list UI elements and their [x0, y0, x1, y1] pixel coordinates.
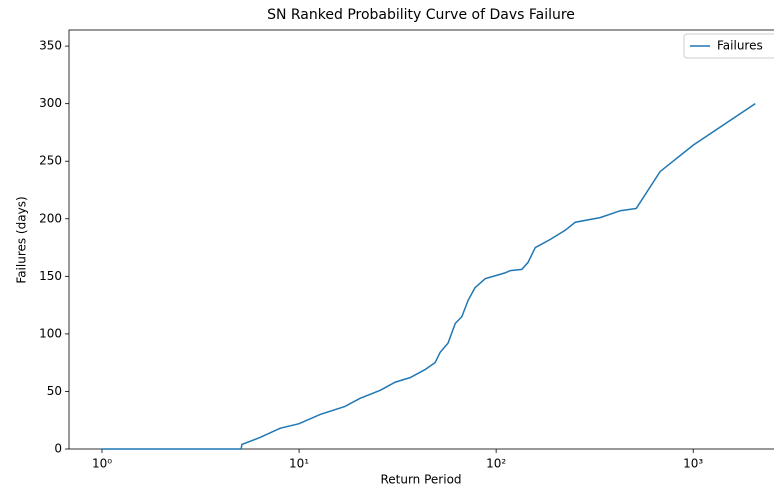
plot-frame [68, 29, 774, 450]
y-tick-label: 0 [54, 442, 62, 456]
x-tick-label: 10¹ [289, 457, 309, 471]
y-tick-label: 100 [39, 326, 62, 340]
y-tick-label: 250 [39, 154, 62, 168]
x-tick-label: 10³ [683, 457, 703, 471]
line [102, 103, 756, 450]
chart-title: SN Ranked Probability Curve of Davs Fail… [267, 7, 575, 23]
y-tick-label: 200 [39, 211, 62, 225]
y-tick-label: 300 [39, 96, 62, 110]
y-axis-label: Failures (days) [15, 196, 29, 283]
x-tick-label: 10⁰ [92, 457, 112, 471]
legend-label: Failures [717, 39, 763, 53]
x-axis-label: Return Period [380, 473, 461, 487]
y-tick-label: 50 [47, 384, 62, 398]
legend-box [683, 33, 774, 59]
y-tick-label: 150 [39, 269, 62, 283]
y-tick-label: 350 [39, 39, 62, 53]
x-tick-label: 10² [486, 457, 506, 471]
